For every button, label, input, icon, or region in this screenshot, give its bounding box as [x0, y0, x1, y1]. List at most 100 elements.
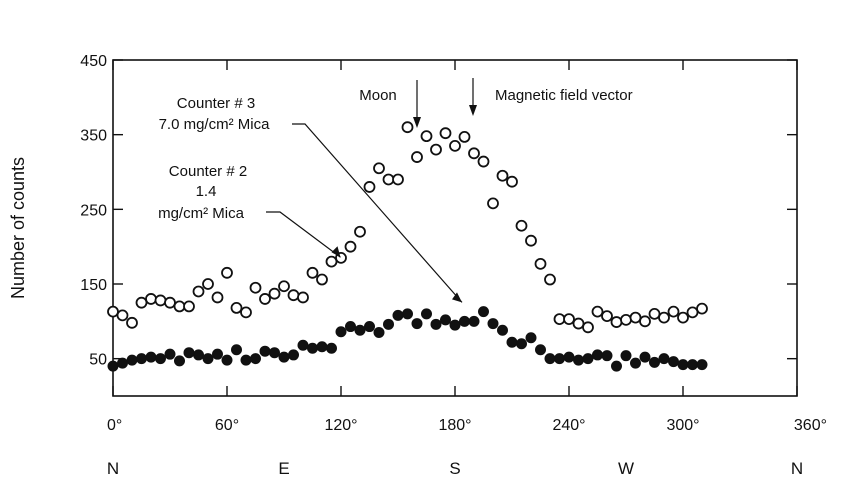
data-point [601, 350, 613, 362]
data-point [117, 357, 128, 369]
direction-label: N [107, 459, 119, 478]
data-point [307, 342, 318, 354]
data-point [506, 336, 518, 348]
y-tick-label: 450 [80, 53, 107, 70]
x-tick-label: 120° [324, 417, 357, 434]
data-point [392, 309, 404, 321]
data-point [212, 348, 223, 360]
data-point [164, 296, 176, 309]
data-point [373, 162, 385, 175]
data-point [154, 294, 167, 307]
data-point [563, 313, 575, 325]
data-point [430, 143, 442, 156]
data-point [145, 351, 157, 363]
data-point [601, 310, 613, 323]
annotations: Counter # 3 7.0 mg/cm² Mica Counter # 2 1.4… [158, 78, 633, 303]
data-point [268, 287, 281, 300]
counter-2-arrowhead [331, 246, 341, 258]
data-point [382, 173, 395, 186]
data-point [193, 349, 204, 361]
data-point [240, 306, 252, 319]
data-point [192, 285, 205, 298]
data-point [345, 321, 356, 333]
data-point [297, 291, 309, 304]
data-point [630, 357, 641, 369]
y-tick-label: 350 [80, 128, 107, 145]
x-axis: 0° 60° 120° 180° 240° 300° 360° [107, 60, 827, 434]
annotation-counter-2-title: Counter # 2 [169, 163, 247, 180]
data-point [649, 356, 660, 368]
data-point [620, 350, 632, 362]
data-point [459, 315, 470, 327]
data-point [572, 317, 585, 330]
data-point [421, 308, 432, 320]
annotation-magnetic-field-vector: Magnetic field vector [495, 87, 633, 104]
data-point [316, 341, 328, 353]
data-point [478, 306, 489, 318]
data-point [116, 309, 129, 322]
data-point [639, 351, 651, 363]
data-point [420, 130, 433, 143]
data-point [325, 255, 338, 268]
data-point [611, 360, 622, 372]
data-point [230, 301, 243, 314]
data-point [497, 324, 508, 336]
data-point [326, 342, 337, 354]
y-axis-label: Number of counts [8, 157, 28, 299]
data-point [496, 169, 509, 182]
data-point [164, 348, 176, 360]
data-point [592, 349, 603, 361]
data-point [354, 324, 366, 336]
data-point [573, 354, 584, 366]
data-point [686, 306, 699, 319]
data-point [525, 234, 537, 247]
x-tick-label: 60° [215, 417, 239, 434]
data-point [648, 307, 661, 320]
data-point [249, 281, 262, 294]
annotation-counter-2-mica: mg/cm² Mica [158, 205, 244, 222]
data-point [544, 353, 556, 365]
data-point [544, 273, 556, 286]
data-point [287, 289, 300, 302]
data-point [658, 353, 670, 365]
data-point [202, 278, 214, 290]
counter-3-arrowhead [452, 292, 462, 303]
data-point [202, 353, 214, 365]
data-point [506, 175, 518, 188]
data-point [392, 173, 404, 186]
data-point [515, 219, 528, 232]
data-point [107, 305, 119, 318]
direction-label: W [618, 459, 634, 478]
annotation-counter-3-mica: 7.0 mg/cm² Mica [159, 116, 271, 133]
data-point [563, 351, 575, 363]
data-point [363, 181, 376, 193]
data-point [126, 316, 138, 329]
y-axis: 50 150 250 350 450 [80, 53, 797, 369]
data-point [126, 354, 138, 366]
data-point [401, 121, 414, 134]
data-point [278, 280, 290, 293]
counter-2-leader [266, 211, 341, 258]
direction-label: S [449, 459, 460, 478]
data-point [354, 225, 366, 238]
data-point [449, 319, 461, 331]
data-point [439, 127, 452, 140]
data-point [211, 291, 224, 304]
data-point [658, 311, 670, 324]
y-tick-label: 50 [89, 352, 107, 369]
data-point [259, 293, 271, 305]
data-point [297, 339, 309, 351]
data-point [687, 359, 698, 371]
data-point [335, 326, 347, 338]
data-point [620, 313, 632, 326]
counter-3-leader [292, 123, 463, 303]
data-point [582, 321, 594, 334]
data-point [610, 316, 623, 328]
series-counter-3 [107, 306, 708, 372]
data-point [155, 353, 166, 365]
x-tick-label: 0° [107, 417, 122, 434]
direction-label: N [791, 459, 803, 478]
x-tick-label: 180° [438, 417, 471, 434]
